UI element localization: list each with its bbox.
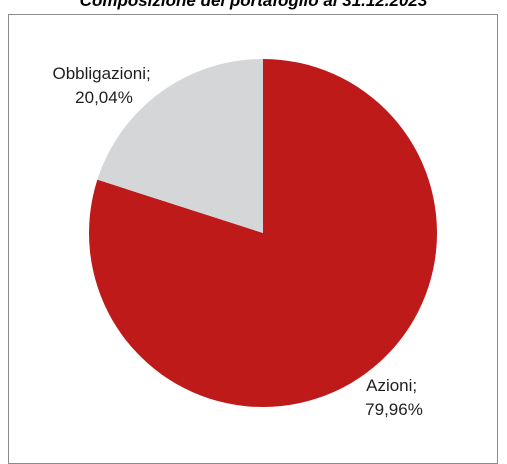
slice-name-obbligazioni: Obbligazioni;	[52, 64, 150, 83]
slice-value-obbligazioni: 20,04%	[75, 88, 133, 107]
slice-label-obbligazioni: Obbligazioni; 20,04%	[52, 64, 155, 107]
slice-name-azioni: Azioni;	[366, 376, 417, 395]
pie-chart: Obbligazioni; 20,04% Azioni; 79,96%	[52, 59, 437, 419]
slice-label-azioni: Azioni; 79,96%	[365, 376, 423, 419]
pie-slice-azioni	[88, 59, 437, 407]
pie-slice-obbligazioni	[97, 59, 263, 233]
chart-title: Composizione del portafoglio al 31.12.20…	[79, 0, 428, 10]
slice-value-azioni: 79,96%	[365, 400, 423, 419]
